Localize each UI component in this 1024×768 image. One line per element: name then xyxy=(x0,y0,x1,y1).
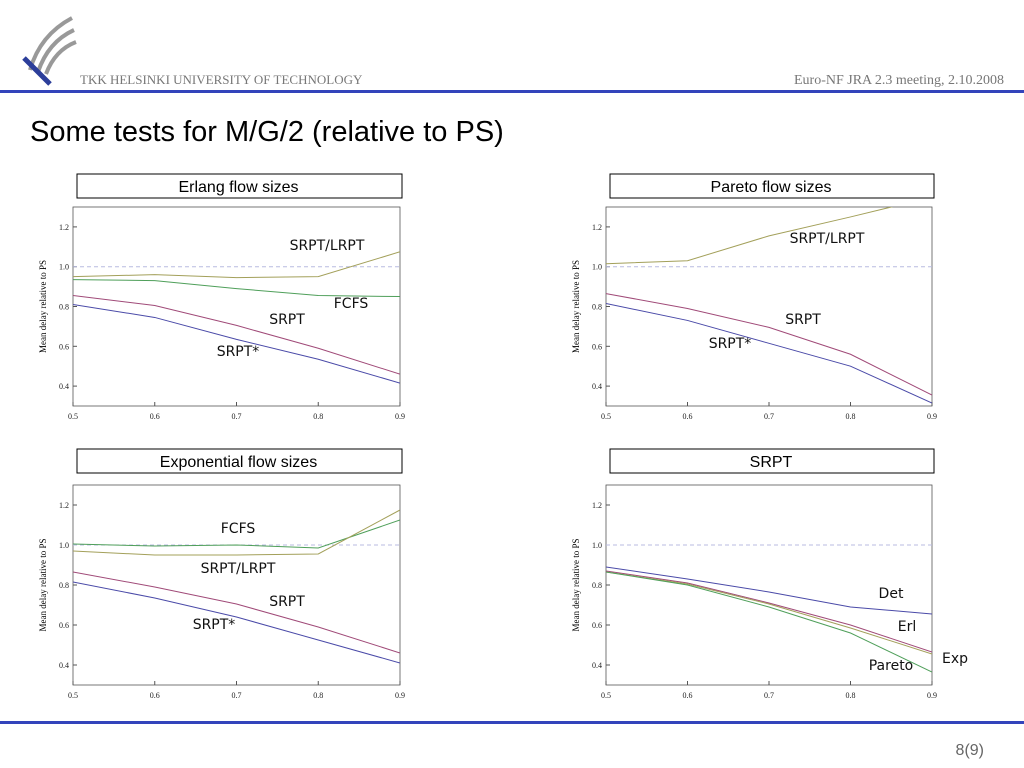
y-tick-label: 1.2 xyxy=(59,501,69,510)
x-tick-label: 0.7 xyxy=(764,691,774,700)
y-tick-label: 0.6 xyxy=(592,621,602,630)
series-label: SRPT xyxy=(269,312,305,328)
logo xyxy=(22,16,77,86)
series-line xyxy=(73,304,400,384)
lines xyxy=(606,207,932,404)
plot-frame xyxy=(605,484,933,686)
x-tick-label: 0.8 xyxy=(846,691,856,700)
y-axis-label: Mean delay relative to PS xyxy=(571,539,581,632)
lines xyxy=(73,251,400,384)
series-label: SRPT* xyxy=(709,336,752,352)
series-label: SRPT/LRPT xyxy=(790,231,865,247)
x-tick-label: 0.9 xyxy=(395,691,405,700)
lines xyxy=(606,566,932,673)
title-box xyxy=(76,448,403,474)
chart-title: Pareto flow sizes xyxy=(711,179,832,196)
series-label: SRPT/LRPT xyxy=(290,238,365,254)
x-tick-label: 0.5 xyxy=(68,691,78,700)
x-tick-label: 0.6 xyxy=(683,691,693,700)
y-axis-label: Mean delay relative to PS xyxy=(38,260,48,353)
series-line xyxy=(606,566,932,615)
meeting: Euro-NF JRA 2.3 meeting, 2.10.2008 xyxy=(794,73,1004,88)
series-label: SRPT xyxy=(785,312,821,328)
y-tick-label: 0.8 xyxy=(592,581,602,590)
x-tick-label: 0.7 xyxy=(232,691,242,700)
series-label: FCFS xyxy=(221,521,256,537)
title-box xyxy=(609,448,935,474)
y-tick-label: 0.4 xyxy=(59,382,69,391)
series-line xyxy=(73,279,400,298)
series-line xyxy=(606,570,932,653)
series-line xyxy=(606,293,932,396)
y-tick-label: 0.4 xyxy=(592,382,602,391)
series-label: SRPT* xyxy=(217,344,260,360)
series-label: Det xyxy=(879,586,904,602)
y-tick-label: 0.8 xyxy=(59,581,69,590)
y-tick-label: 0.6 xyxy=(592,342,602,351)
y-tick-label: 0.4 xyxy=(592,661,602,670)
y-tick-label: 0.6 xyxy=(59,342,69,351)
chart-title: Exponential flow sizes xyxy=(160,454,317,471)
title-box xyxy=(76,173,403,199)
y-tick-label: 1.2 xyxy=(592,501,602,510)
institution: TKK HELSINKI UNIVERSITY OF TECHNOLOGY xyxy=(80,72,363,87)
x-tick-label: 0.5 xyxy=(68,412,78,421)
series-line xyxy=(73,251,400,279)
y-tick-label: 0.4 xyxy=(59,661,69,670)
series-line xyxy=(73,509,400,556)
x-tick-label: 0.8 xyxy=(313,691,323,700)
x-tick-label: 0.5 xyxy=(601,412,611,421)
series-line xyxy=(73,581,400,664)
x-tick-label: 0.6 xyxy=(150,691,160,700)
y-tick-label: 1.2 xyxy=(592,223,602,232)
series-line xyxy=(606,207,894,265)
chart-title: SRPT xyxy=(750,454,793,471)
x-tick-label: 0.6 xyxy=(150,412,160,421)
series-label: SRPT* xyxy=(193,617,236,633)
series-label: SRPT/LRPT xyxy=(201,561,276,577)
y-tick-label: 1.0 xyxy=(592,263,602,272)
y-tick-label: 0.8 xyxy=(592,303,602,312)
series-label: SRPT xyxy=(269,594,305,610)
series-line xyxy=(606,303,932,404)
chart-title: Erlang flow sizes xyxy=(178,179,298,196)
series-label: FCFS xyxy=(334,296,369,312)
series-label: Erl xyxy=(898,619,917,635)
series-line xyxy=(73,519,400,549)
title-box xyxy=(609,173,935,199)
series-line xyxy=(73,295,400,375)
lines xyxy=(73,509,400,664)
x-tick-label: 0.5 xyxy=(601,691,611,700)
slide-title: Some tests for M/G/2 (relative to PS) xyxy=(30,116,504,148)
x-tick-label: 0.9 xyxy=(927,412,937,421)
plot-frame xyxy=(72,484,401,686)
y-tick-label: 1.0 xyxy=(592,541,602,550)
x-tick-label: 0.9 xyxy=(927,691,937,700)
y-axis-label: Mean delay relative to PS xyxy=(38,539,48,632)
y-tick-label: 1.2 xyxy=(59,223,69,232)
footer-rule xyxy=(0,721,1024,724)
series-line xyxy=(606,571,932,673)
x-tick-label: 0.8 xyxy=(313,412,323,421)
x-tick-label: 0.8 xyxy=(846,412,856,421)
series-line xyxy=(606,571,932,655)
y-axis-label: Mean delay relative to PS xyxy=(571,260,581,353)
plot-frame xyxy=(605,206,933,407)
x-tick-label: 0.9 xyxy=(395,412,405,421)
page-number: 8(9) xyxy=(956,742,984,759)
y-tick-label: 0.6 xyxy=(59,621,69,630)
series-label: Pareto xyxy=(869,658,914,674)
y-tick-label: 1.0 xyxy=(59,541,69,550)
header-rule xyxy=(0,90,1024,93)
x-tick-label: 0.7 xyxy=(764,412,774,421)
series-line xyxy=(73,571,400,654)
y-tick-label: 0.8 xyxy=(59,303,69,312)
y-tick-label: 1.0 xyxy=(59,263,69,272)
x-tick-label: 0.6 xyxy=(683,412,693,421)
x-tick-label: 0.7 xyxy=(232,412,242,421)
series-label: Exp xyxy=(942,651,968,667)
